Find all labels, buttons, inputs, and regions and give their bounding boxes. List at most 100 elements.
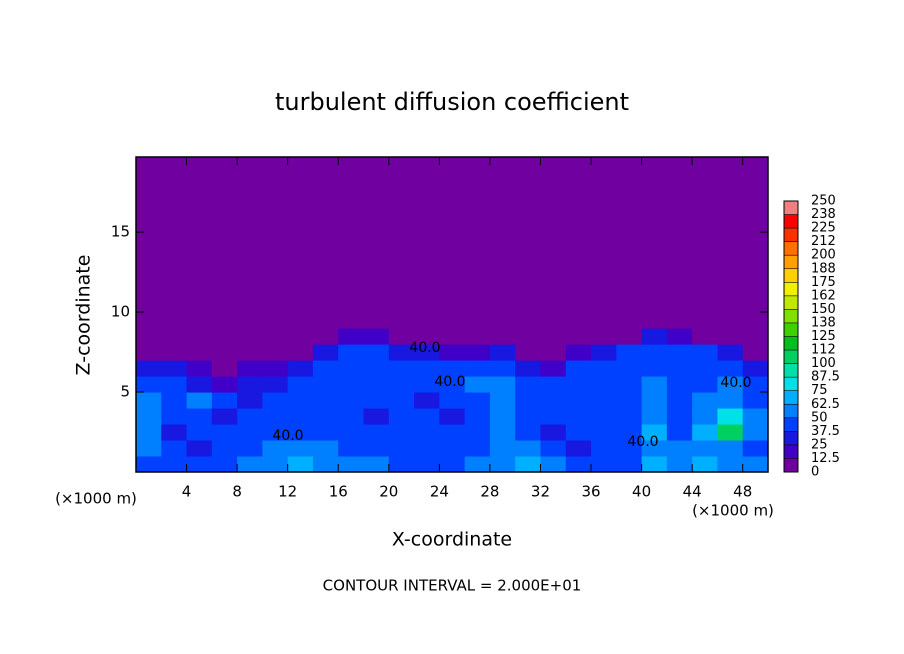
heat-cell — [641, 456, 668, 473]
heat-cell — [717, 424, 744, 441]
heat-cell — [414, 392, 440, 409]
heat-cell — [692, 408, 718, 425]
heat-cell — [591, 344, 617, 361]
heat-cell — [540, 440, 567, 457]
heat-cell — [161, 440, 188, 457]
heat-cell — [641, 344, 668, 361]
heat-cell — [161, 408, 188, 425]
heat-cell — [489, 360, 516, 377]
heat-cell — [363, 408, 390, 425]
heat-cell — [616, 344, 643, 361]
heat-cell — [692, 344, 718, 361]
heat-cell — [414, 424, 440, 441]
colorbar-segment — [784, 336, 798, 351]
heat-cell — [439, 360, 466, 377]
heat-cell — [388, 424, 415, 441]
heat-cell — [717, 392, 744, 409]
heat-cell — [515, 312, 541, 329]
heat-cell — [262, 344, 289, 361]
heat-cell — [414, 440, 440, 457]
heat-cell — [591, 424, 617, 441]
heat-cell — [742, 424, 769, 441]
heat-cell — [287, 424, 314, 441]
colorbar-label: 138 — [811, 315, 836, 330]
heat-cell — [591, 408, 617, 425]
heat-cell — [666, 440, 693, 457]
heat-cell — [388, 344, 415, 361]
heat-cell — [312, 392, 339, 409]
heat-cell — [287, 456, 314, 473]
heat-cell — [287, 312, 314, 329]
heat-cell — [338, 360, 365, 377]
heat-cell — [515, 376, 541, 393]
heat-cell — [692, 312, 718, 329]
heat-cell — [363, 376, 390, 393]
heat-cell — [363, 424, 390, 441]
heat-cell — [464, 424, 491, 441]
plot-frame — [135, 156, 769, 473]
colorbar-segment — [784, 417, 798, 432]
heat-cell — [616, 392, 643, 409]
colorbar-label: 87.5 — [811, 370, 840, 385]
heat-cell — [717, 456, 744, 473]
contour-label: 40.0 — [720, 375, 751, 391]
heat-cell — [262, 456, 289, 473]
heat-cell — [161, 424, 188, 441]
heat-cell — [540, 456, 567, 473]
heat-cell — [717, 408, 744, 425]
colorbar-segment — [784, 431, 798, 445]
heat-cell — [489, 344, 516, 361]
heat-cell — [641, 376, 668, 393]
heat-cell — [237, 424, 263, 441]
heat-cell — [616, 328, 643, 345]
heat-cell — [211, 440, 238, 457]
heat-cell — [565, 376, 592, 393]
heat-cell — [136, 424, 162, 441]
heat-cell — [363, 344, 390, 361]
colorbar-label: 225 — [811, 221, 836, 236]
colorbar-segment — [784, 350, 798, 364]
colorbar-label: 100 — [811, 356, 836, 371]
colorbar-label: 0 — [811, 465, 819, 480]
heat-cell — [186, 328, 213, 345]
heat-cell — [211, 312, 238, 329]
heat-cell — [262, 424, 289, 441]
colorbar-segment — [784, 390, 798, 405]
heat-cell — [262, 360, 289, 377]
heat-cell — [591, 376, 617, 393]
heat-cell — [515, 392, 541, 409]
heat-cell — [641, 328, 668, 345]
heat-cell — [439, 456, 466, 473]
heat-cell — [388, 408, 415, 425]
heat-cell — [616, 408, 643, 425]
heat-cell — [136, 328, 162, 345]
heat-cell — [641, 440, 668, 457]
heat-cell — [439, 408, 466, 425]
colorbar-segment — [784, 214, 798, 229]
heat-cell — [414, 328, 440, 345]
x-tick-label: 24 — [430, 483, 449, 501]
heat-cell — [742, 392, 769, 409]
colorbar-segment — [784, 404, 798, 418]
heat-cell — [742, 376, 769, 393]
heat-cell — [692, 456, 718, 473]
heat-cell — [414, 344, 440, 361]
heat-cell — [287, 440, 314, 457]
heat-cell — [388, 392, 415, 409]
heat-cell — [388, 312, 415, 329]
heat-cell — [540, 392, 567, 409]
heat-cell — [414, 360, 440, 377]
heat-cell — [338, 328, 365, 345]
heat-cell — [515, 344, 541, 361]
heat-cell — [464, 392, 491, 409]
heat-cell — [211, 360, 238, 377]
heat-cell — [136, 360, 162, 377]
x-tick-label: 48 — [733, 483, 752, 501]
contour-label: 40.0 — [409, 340, 440, 356]
heat-cell — [565, 392, 592, 409]
heat-cell — [312, 376, 339, 393]
x-tick-label: 20 — [379, 483, 398, 501]
heat-cell — [338, 344, 365, 361]
heat-cell — [414, 376, 440, 393]
